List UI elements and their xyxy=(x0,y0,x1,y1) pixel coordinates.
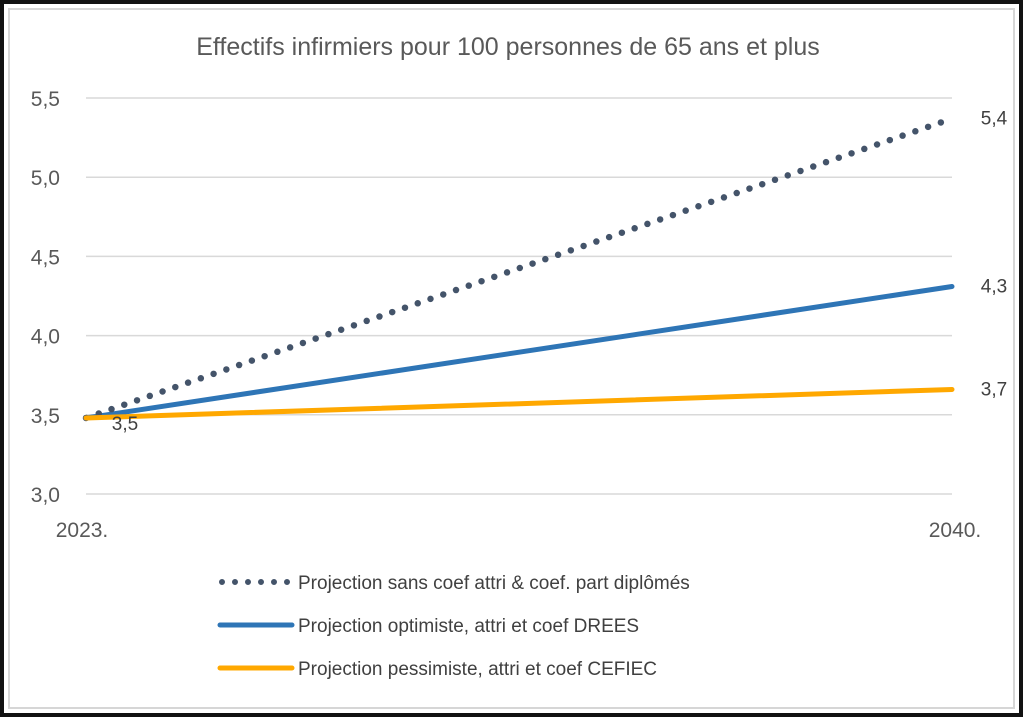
x-tick-label: 2023. xyxy=(56,519,109,542)
y-axis-ticks: 3,0 3,5 4,0 4,5 5,0 5,5 xyxy=(31,88,60,507)
x-axis-ticks: 2023. 2040. xyxy=(56,519,982,542)
y-tick-label: 3,5 xyxy=(31,405,60,428)
y-tick-label: 5,5 xyxy=(31,88,60,111)
y-tick-label: 3,0 xyxy=(31,484,60,507)
legend-label: Projection optimiste, attri et coef DREE… xyxy=(298,616,639,637)
data-label: 5,4 xyxy=(981,109,1008,130)
chart-title: Effectifs infirmiers pour 100 personnes … xyxy=(196,33,820,61)
gridlines xyxy=(86,97,952,495)
y-tick-label: 5,0 xyxy=(31,167,60,190)
y-tick-label: 4,0 xyxy=(31,326,60,349)
chart-inner-border xyxy=(8,8,1015,709)
data-label: 3,7 xyxy=(981,379,1007,400)
legend-label: Projection pessimiste, attri et coef CEF… xyxy=(298,659,657,680)
series-line-2 xyxy=(83,386,955,421)
series-line-0 xyxy=(82,115,956,422)
data-label: 4,3 xyxy=(981,276,1007,297)
y-tick-label: 4,5 xyxy=(31,246,60,269)
series-line-1 xyxy=(83,283,955,421)
data-label: 3,5 xyxy=(112,414,138,435)
legend: Projection sans coef attri & coef. part … xyxy=(217,573,690,680)
series-lines xyxy=(82,115,956,422)
x-tick-label: 2040. xyxy=(929,519,982,542)
data-labels: 5,4 4,3 3,5 3,7 xyxy=(112,109,1008,435)
legend-label: Projection sans coef attri & coef. part … xyxy=(298,573,690,594)
